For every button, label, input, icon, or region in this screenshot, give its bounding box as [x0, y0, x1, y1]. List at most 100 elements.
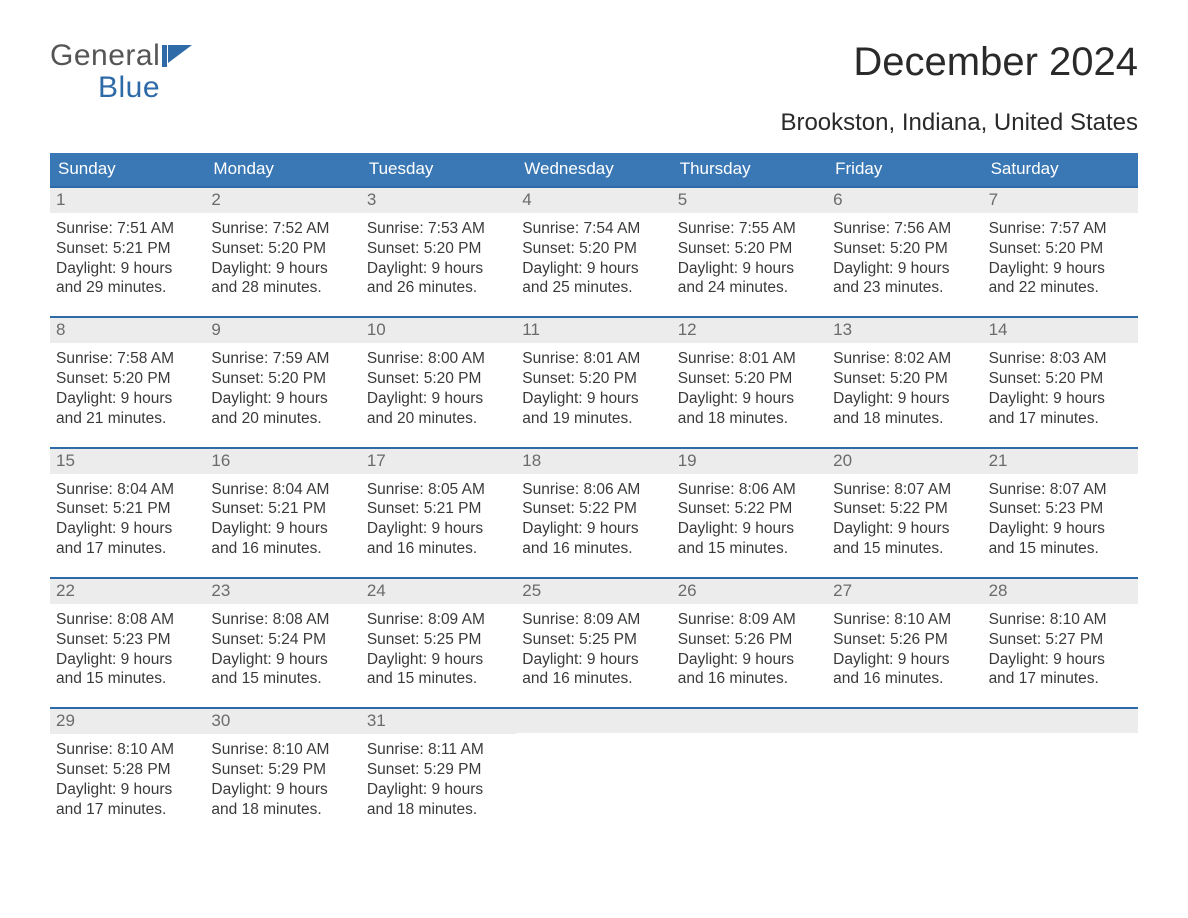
calendar-day: 15Sunrise: 8:04 AMSunset: 5:21 PMDayligh…: [50, 449, 205, 559]
day-day2: and 17 minutes.: [989, 409, 1132, 429]
day-sunset: Sunset: 5:21 PM: [367, 499, 510, 519]
date-number: 11: [516, 318, 671, 343]
day-sunrise: Sunrise: 7:58 AM: [56, 349, 199, 369]
day-day2: and 22 minutes.: [989, 278, 1132, 298]
day-day2: and 18 minutes.: [367, 800, 510, 820]
calendar: Sunday Monday Tuesday Wednesday Thursday…: [50, 153, 1138, 820]
date-number: 6: [827, 188, 982, 213]
day-details: Sunrise: 7:55 AMSunset: 5:20 PMDaylight:…: [672, 213, 827, 298]
day-details: Sunrise: 8:10 AMSunset: 5:29 PMDaylight:…: [205, 734, 360, 819]
day-sunrise: Sunrise: 8:01 AM: [522, 349, 665, 369]
day-sunset: Sunset: 5:24 PM: [211, 630, 354, 650]
day-day1: Daylight: 9 hours: [56, 650, 199, 670]
calendar-day: 30Sunrise: 8:10 AMSunset: 5:29 PMDayligh…: [205, 709, 360, 819]
date-number: [672, 709, 827, 733]
day-day2: and 19 minutes.: [522, 409, 665, 429]
day-day1: Daylight: 9 hours: [367, 650, 510, 670]
day-day2: and 17 minutes.: [56, 539, 199, 559]
day-day2: and 17 minutes.: [56, 800, 199, 820]
day-sunrise: Sunrise: 8:09 AM: [678, 610, 821, 630]
day-sunset: Sunset: 5:25 PM: [522, 630, 665, 650]
day-day2: and 28 minutes.: [211, 278, 354, 298]
calendar-day: 12Sunrise: 8:01 AMSunset: 5:20 PMDayligh…: [672, 318, 827, 428]
weekday-header: Friday: [827, 153, 982, 186]
day-details: Sunrise: 8:01 AMSunset: 5:20 PMDaylight:…: [516, 343, 671, 428]
day-day1: Daylight: 9 hours: [989, 389, 1132, 409]
date-number: 25: [516, 579, 671, 604]
day-details: Sunrise: 7:53 AMSunset: 5:20 PMDaylight:…: [361, 213, 516, 298]
day-details: Sunrise: 8:07 AMSunset: 5:22 PMDaylight:…: [827, 474, 982, 559]
day-day2: and 18 minutes.: [833, 409, 976, 429]
date-number: 17: [361, 449, 516, 474]
calendar-day: 16Sunrise: 8:04 AMSunset: 5:21 PMDayligh…: [205, 449, 360, 559]
calendar-day: 3Sunrise: 7:53 AMSunset: 5:20 PMDaylight…: [361, 188, 516, 298]
logo-flag-icon: [162, 45, 196, 67]
weekday-header-row: Sunday Monday Tuesday Wednesday Thursday…: [50, 153, 1138, 186]
date-number: 16: [205, 449, 360, 474]
day-details: Sunrise: 8:00 AMSunset: 5:20 PMDaylight:…: [361, 343, 516, 428]
day-day2: and 26 minutes.: [367, 278, 510, 298]
day-day2: and 16 minutes.: [211, 539, 354, 559]
day-day2: and 16 minutes.: [678, 669, 821, 689]
calendar-day: 10Sunrise: 8:00 AMSunset: 5:20 PMDayligh…: [361, 318, 516, 428]
calendar-week: 29Sunrise: 8:10 AMSunset: 5:28 PMDayligh…: [50, 707, 1138, 819]
day-day2: and 16 minutes.: [367, 539, 510, 559]
day-details: Sunrise: 8:05 AMSunset: 5:21 PMDaylight:…: [361, 474, 516, 559]
date-number: 18: [516, 449, 671, 474]
day-day1: Daylight: 9 hours: [211, 780, 354, 800]
day-day2: and 15 minutes.: [211, 669, 354, 689]
weekday-header: Tuesday: [361, 153, 516, 186]
calendar-day: 11Sunrise: 8:01 AMSunset: 5:20 PMDayligh…: [516, 318, 671, 428]
day-details: Sunrise: 8:09 AMSunset: 5:26 PMDaylight:…: [672, 604, 827, 689]
calendar-day: 26Sunrise: 8:09 AMSunset: 5:26 PMDayligh…: [672, 579, 827, 689]
day-day1: Daylight: 9 hours: [211, 389, 354, 409]
calendar-day: 13Sunrise: 8:02 AMSunset: 5:20 PMDayligh…: [827, 318, 982, 428]
calendar-day: 17Sunrise: 8:05 AMSunset: 5:21 PMDayligh…: [361, 449, 516, 559]
day-details: Sunrise: 8:09 AMSunset: 5:25 PMDaylight:…: [361, 604, 516, 689]
day-sunset: Sunset: 5:29 PM: [367, 760, 510, 780]
day-day1: Daylight: 9 hours: [522, 650, 665, 670]
day-sunrise: Sunrise: 7:56 AM: [833, 219, 976, 239]
date-number: 31: [361, 709, 516, 734]
day-details: Sunrise: 8:01 AMSunset: 5:20 PMDaylight:…: [672, 343, 827, 428]
day-sunset: Sunset: 5:20 PM: [367, 369, 510, 389]
day-sunset: Sunset: 5:22 PM: [833, 499, 976, 519]
day-sunrise: Sunrise: 8:06 AM: [678, 480, 821, 500]
day-sunrise: Sunrise: 8:04 AM: [211, 480, 354, 500]
day-details: Sunrise: 8:02 AMSunset: 5:20 PMDaylight:…: [827, 343, 982, 428]
date-number: 7: [983, 188, 1138, 213]
calendar-day: 14Sunrise: 8:03 AMSunset: 5:20 PMDayligh…: [983, 318, 1138, 428]
day-day1: Daylight: 9 hours: [56, 389, 199, 409]
day-day1: Daylight: 9 hours: [367, 780, 510, 800]
day-sunrise: Sunrise: 8:08 AM: [56, 610, 199, 630]
day-day1: Daylight: 9 hours: [678, 519, 821, 539]
day-details: Sunrise: 8:10 AMSunset: 5:26 PMDaylight:…: [827, 604, 982, 689]
day-details: Sunrise: 8:04 AMSunset: 5:21 PMDaylight:…: [50, 474, 205, 559]
day-sunset: Sunset: 5:28 PM: [56, 760, 199, 780]
day-sunset: Sunset: 5:29 PM: [211, 760, 354, 780]
day-sunrise: Sunrise: 7:52 AM: [211, 219, 354, 239]
calendar-day: 29Sunrise: 8:10 AMSunset: 5:28 PMDayligh…: [50, 709, 205, 819]
day-day1: Daylight: 9 hours: [56, 259, 199, 279]
weekday-header: Monday: [205, 153, 360, 186]
date-number: 26: [672, 579, 827, 604]
calendar-week: 22Sunrise: 8:08 AMSunset: 5:23 PMDayligh…: [50, 577, 1138, 689]
calendar-week: 1Sunrise: 7:51 AMSunset: 5:21 PMDaylight…: [50, 186, 1138, 298]
day-sunset: Sunset: 5:26 PM: [678, 630, 821, 650]
day-day2: and 15 minutes.: [989, 539, 1132, 559]
calendar-day: 4Sunrise: 7:54 AMSunset: 5:20 PMDaylight…: [516, 188, 671, 298]
calendar-day: 31Sunrise: 8:11 AMSunset: 5:29 PMDayligh…: [361, 709, 516, 819]
date-number: [827, 709, 982, 733]
day-sunrise: Sunrise: 8:10 AM: [211, 740, 354, 760]
day-sunrise: Sunrise: 8:09 AM: [522, 610, 665, 630]
day-day1: Daylight: 9 hours: [989, 519, 1132, 539]
day-day2: and 20 minutes.: [211, 409, 354, 429]
day-sunrise: Sunrise: 8:07 AM: [833, 480, 976, 500]
logo-text-2: Blue: [50, 72, 196, 104]
day-sunset: Sunset: 5:20 PM: [989, 239, 1132, 259]
logo-text-1: General: [50, 40, 160, 72]
day-details: Sunrise: 7:58 AMSunset: 5:20 PMDaylight:…: [50, 343, 205, 428]
date-number: 28: [983, 579, 1138, 604]
day-details: Sunrise: 8:08 AMSunset: 5:23 PMDaylight:…: [50, 604, 205, 689]
day-day2: and 15 minutes.: [678, 539, 821, 559]
